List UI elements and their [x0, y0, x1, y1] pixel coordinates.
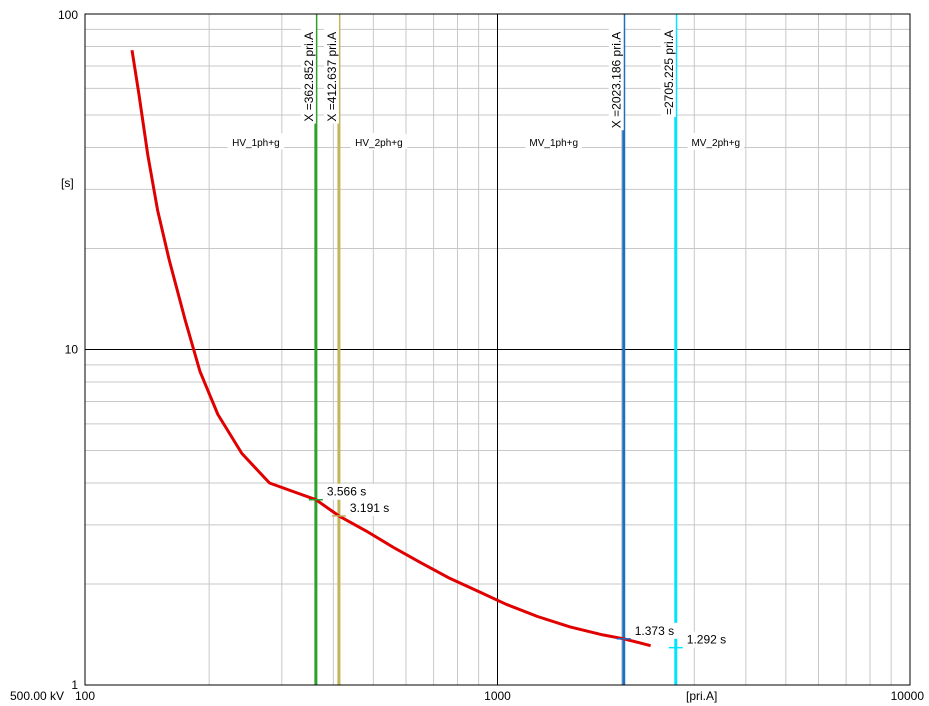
y-axis-label: [s] [61, 176, 74, 190]
setting-line-value-text: X =362.852 pri.A [302, 32, 316, 122]
curve-name-backdrop [226, 133, 285, 150]
label-backdrop [300, 14, 316, 124]
intersection-label-backdrop [631, 622, 686, 639]
label-backdrop [323, 14, 339, 124]
setting-line-label: X =362.852 pri.A [300, 14, 316, 124]
curve-name-label: HV_1ph+g [232, 138, 280, 149]
plot-frame [84, 13, 911, 686]
x-tick-label: 100 [75, 689, 95, 703]
curve-name-label: MV_2ph+g [691, 138, 740, 149]
setting-line-label: =2705.225 pri.A [660, 14, 676, 117]
y-tick-label: 100 [58, 8, 78, 22]
intersection-label: 3.566 s [327, 485, 366, 499]
setting-line-value-text: X =2023.186 pri.A [610, 32, 624, 128]
setting-line-value-text: X =412.637 pri.A [325, 32, 339, 122]
intersection-label-backdrop [323, 483, 378, 500]
intersection-label-backdrop [346, 499, 401, 516]
voltage-label: 500.00 kV [10, 689, 64, 703]
intersection-label-backdrop [683, 631, 738, 648]
x-axis-label: [pri.A] [686, 689, 717, 703]
labels-layer: X =362.852 pri.A HV_1ph+g X =412.637 pri.A… [226, 14, 745, 649]
setting-line-label: X =2023.186 pri.A [608, 14, 624, 131]
curve-name-label: MV_1ph+g [529, 138, 578, 149]
curve-name-backdrop [686, 133, 745, 150]
x-tick-label: 10000 [891, 689, 925, 703]
y-tick-label: 1 [71, 678, 78, 692]
intersection-label: 3.191 s [350, 501, 389, 515]
label-backdrop [608, 14, 624, 131]
intersection-label: 1.373 s [635, 624, 674, 638]
curve-name-backdrop [349, 133, 408, 150]
setting-line-label: X =412.637 pri.A [323, 14, 339, 124]
curve-name-backdrop [524, 133, 583, 150]
intersection-label: 1.292 s [687, 633, 726, 647]
label-backdrop [660, 14, 676, 117]
grid: 100 1000 10000 1 10 100 [58, 8, 924, 703]
curve-name-label: HV_2ph+g [355, 138, 403, 149]
x-tick-label: 1000 [484, 689, 511, 703]
setting-line-value-text: =2705.225 pri.A [662, 30, 676, 115]
y-tick-label: 10 [65, 343, 79, 357]
